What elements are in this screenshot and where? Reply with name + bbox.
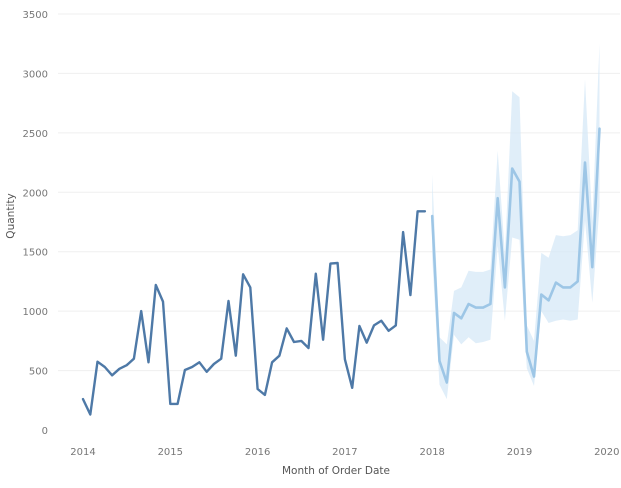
x-tick-label: 2014 (70, 447, 95, 458)
y-tick-label: 3000 (23, 69, 48, 80)
forecast-band-layer (432, 43, 600, 400)
forecast-confidence-band (432, 43, 600, 400)
x-tick-label: 2020 (594, 447, 619, 458)
y-tick-label: 1000 (23, 307, 48, 318)
x-axis-title: Month of Order Date (282, 465, 390, 477)
x-tick-label: 2016 (245, 447, 270, 458)
y-axis-title: Quantity (5, 193, 17, 238)
gridlines (58, 13, 620, 372)
actual-quantity-line (81, 210, 427, 416)
y-tick-label: 3500 (23, 10, 48, 21)
series-line-layer (81, 127, 601, 416)
x-tick-label: 2019 (507, 447, 532, 458)
x-tick-label: 2018 (419, 447, 444, 458)
x-tick-label: 2015 (158, 447, 183, 458)
forecast-quantity-line (430, 127, 601, 384)
y-tick-label: 1500 (23, 248, 48, 259)
y-tick-label: 0 (42, 426, 48, 437)
x-axis-ticks: 2014 2015 2016 2017 2018 2019 2020 (70, 447, 619, 458)
y-axis-ticks: 0 500 1000 1500 2000 2500 3000 3500 (23, 10, 48, 437)
x-tick-label: 2017 (332, 447, 357, 458)
y-tick-label: 500 (29, 367, 48, 378)
y-tick-label: 2000 (23, 188, 48, 199)
y-tick-label: 2500 (23, 129, 48, 140)
